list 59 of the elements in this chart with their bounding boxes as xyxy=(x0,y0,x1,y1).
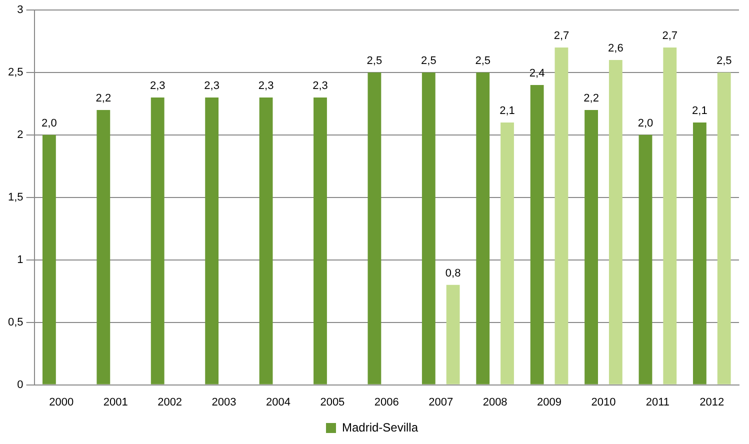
bar xyxy=(259,97,273,384)
y-tick-label: 0 xyxy=(17,378,24,391)
x-tick-label: 2007 xyxy=(428,396,454,408)
bar xyxy=(692,122,706,384)
bar xyxy=(150,97,164,384)
x-tick-label: 2008 xyxy=(482,396,508,408)
data-label: 2,0 xyxy=(42,117,57,130)
y-tick-label: 1,5 xyxy=(8,191,24,204)
bar xyxy=(42,134,56,384)
data-label: 2,4 xyxy=(529,67,545,80)
data-label: 2,3 xyxy=(258,80,274,92)
x-tick-label: 2012 xyxy=(700,396,724,408)
x-tick-label: 2006 xyxy=(374,396,399,408)
data-label: 2,3 xyxy=(204,80,220,92)
data-label: 2,2 xyxy=(584,92,599,104)
x-tick-label: 2004 xyxy=(266,396,290,408)
x-tick-label: 2003 xyxy=(212,396,236,408)
data-label: 0,8 xyxy=(445,267,461,280)
bar xyxy=(584,110,598,384)
y-tick-label: 2 xyxy=(17,128,24,141)
y-tick-label: 0,5 xyxy=(8,316,24,328)
bar xyxy=(368,72,382,384)
bar xyxy=(608,60,622,384)
x-tick-label: 2000 xyxy=(49,396,74,408)
data-label: 2,1 xyxy=(500,104,515,117)
bar xyxy=(500,122,514,384)
y-tick-label: 1 xyxy=(17,254,24,266)
y-tick-label: 2,5 xyxy=(8,66,24,78)
bar xyxy=(554,47,568,384)
x-tick-label: 2005 xyxy=(320,396,345,408)
data-label: 2,5 xyxy=(716,55,732,67)
data-label: 2,6 xyxy=(608,42,624,55)
data-label: 2,5 xyxy=(421,55,436,67)
bar xyxy=(476,72,490,384)
bar xyxy=(314,97,327,384)
data-label: 2,5 xyxy=(366,55,382,67)
bar xyxy=(205,97,219,384)
data-label: 2,2 xyxy=(96,92,112,104)
bar xyxy=(446,284,460,384)
data-label: 2,3 xyxy=(312,80,328,92)
x-tick-label: 2002 xyxy=(158,396,182,408)
data-label: 2,5 xyxy=(475,55,491,67)
bar xyxy=(663,47,677,384)
data-label: 2,0 xyxy=(638,117,654,130)
data-label: 2,3 xyxy=(150,80,166,92)
x-tick-label: 2011 xyxy=(646,396,670,408)
bar xyxy=(717,72,731,384)
bar xyxy=(530,84,544,384)
bar xyxy=(96,110,110,384)
data-label: 2,7 xyxy=(662,30,678,42)
data-label: 2,7 xyxy=(554,30,570,42)
bar xyxy=(638,134,652,384)
bar xyxy=(422,72,436,384)
data-label: 2,1 xyxy=(692,104,708,117)
x-tick-label: 2010 xyxy=(591,396,616,408)
y-tick-label: 3 xyxy=(17,4,24,16)
x-tick-label: 2001 xyxy=(103,396,128,408)
x-tick-label: 2009 xyxy=(537,396,562,408)
legend-label: Madrid-Sevilla xyxy=(342,420,418,434)
